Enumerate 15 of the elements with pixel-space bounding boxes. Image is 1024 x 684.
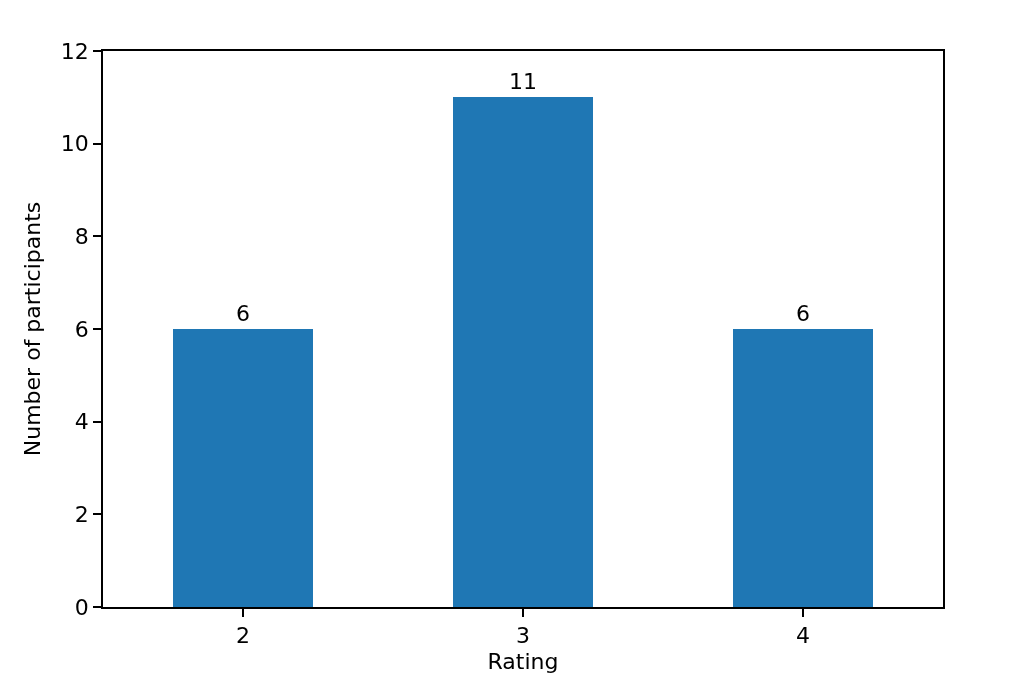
y-tick-label: 10	[60, 131, 89, 157]
data-label: 6	[796, 301, 810, 326]
data-label: 6	[236, 301, 250, 326]
x-tick-label: 4	[796, 623, 810, 649]
y-axis-title: Number of participants	[20, 201, 46, 457]
y-tick-label: 12	[60, 38, 89, 64]
y-tick-label: 8	[74, 224, 89, 250]
y-tick-label: 2	[74, 502, 89, 528]
data-label: 11	[509, 69, 537, 94]
x-axis-title: Rating	[487, 648, 559, 674]
y-tick-label: 4	[74, 409, 89, 435]
x-tick-label: 2	[236, 623, 250, 649]
y-tick-label: 0	[74, 594, 89, 620]
x-tick-label: 3	[516, 623, 530, 649]
y-tick-label: 6	[74, 316, 89, 342]
